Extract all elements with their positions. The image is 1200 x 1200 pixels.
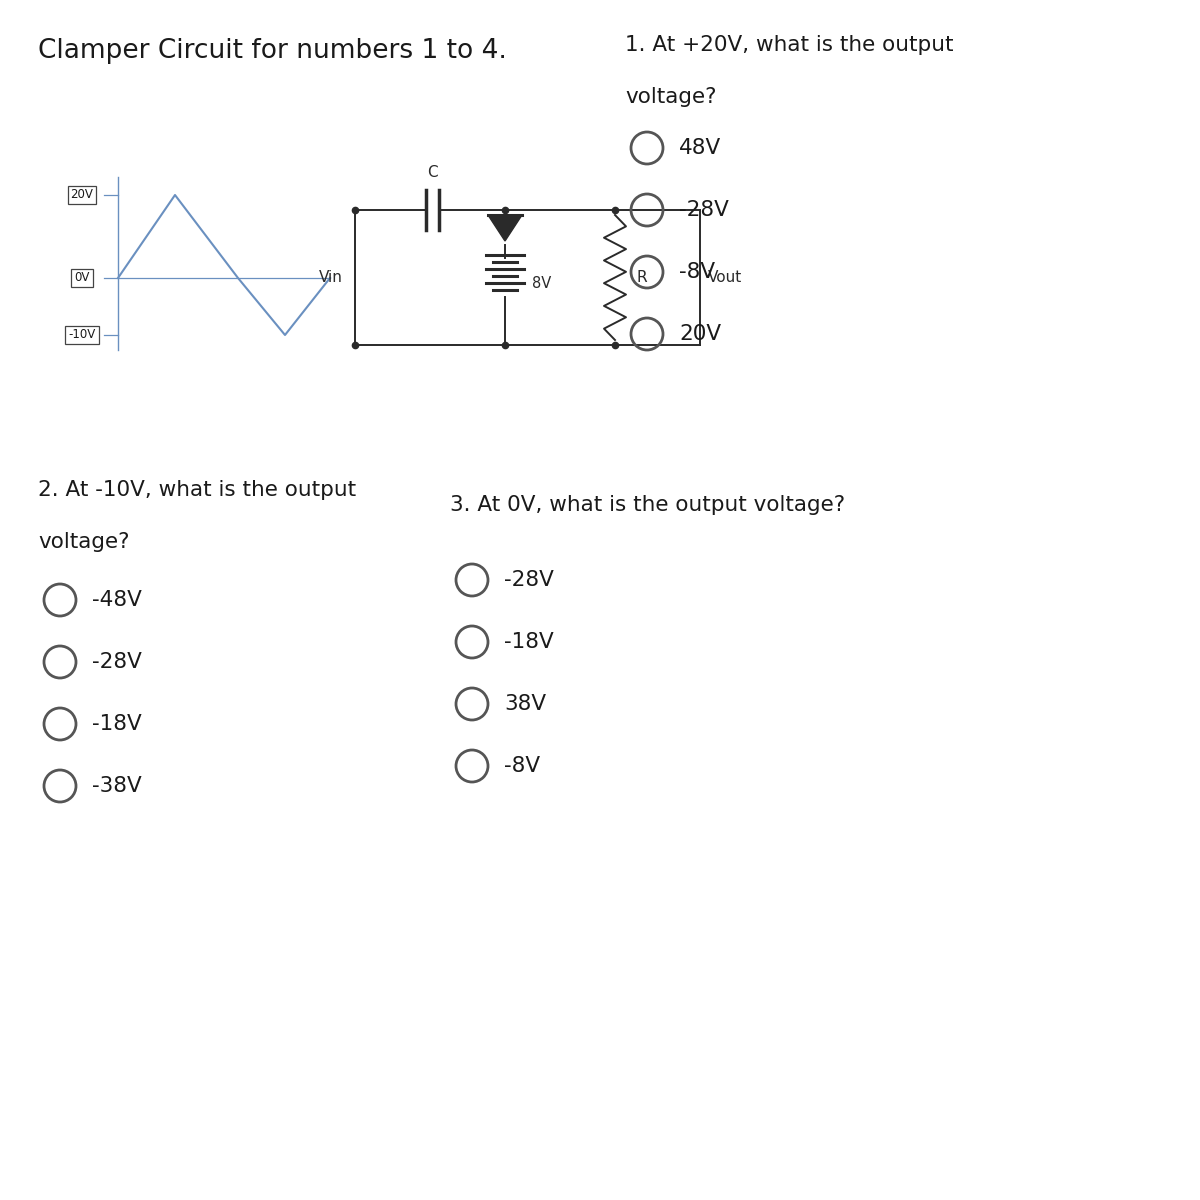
Text: -8V: -8V bbox=[679, 262, 715, 282]
Text: -18V: -18V bbox=[92, 714, 142, 734]
Text: 38V: 38V bbox=[504, 694, 546, 714]
Polygon shape bbox=[488, 215, 522, 241]
Text: -10V: -10V bbox=[68, 329, 96, 342]
Text: 8V: 8V bbox=[532, 276, 551, 290]
Text: -48V: -48V bbox=[92, 590, 142, 610]
Text: R: R bbox=[637, 270, 648, 284]
Text: 2. At -10V, what is the output: 2. At -10V, what is the output bbox=[38, 480, 356, 500]
Text: Vin: Vin bbox=[319, 270, 343, 284]
Text: 20V: 20V bbox=[679, 324, 721, 344]
Text: C: C bbox=[427, 164, 437, 180]
Text: -18V: -18V bbox=[504, 632, 553, 652]
Text: voltage?: voltage? bbox=[625, 86, 716, 107]
Text: 1. At +20V, what is the output: 1. At +20V, what is the output bbox=[625, 35, 954, 55]
Text: Vout: Vout bbox=[708, 270, 743, 284]
Text: 48V: 48V bbox=[679, 138, 721, 158]
Text: -38V: -38V bbox=[92, 776, 142, 796]
Text: -28V: -28V bbox=[92, 652, 142, 672]
Text: Clamper Circuit for numbers 1 to 4.: Clamper Circuit for numbers 1 to 4. bbox=[38, 38, 506, 64]
Text: -8V: -8V bbox=[504, 756, 540, 776]
Text: voltage?: voltage? bbox=[38, 532, 130, 552]
Text: 0V: 0V bbox=[74, 271, 90, 284]
Text: 3. At 0V, what is the output voltage?: 3. At 0V, what is the output voltage? bbox=[450, 494, 845, 515]
Text: 20V: 20V bbox=[71, 188, 94, 202]
Text: -28V: -28V bbox=[504, 570, 554, 590]
Text: -28V: -28V bbox=[679, 200, 728, 220]
